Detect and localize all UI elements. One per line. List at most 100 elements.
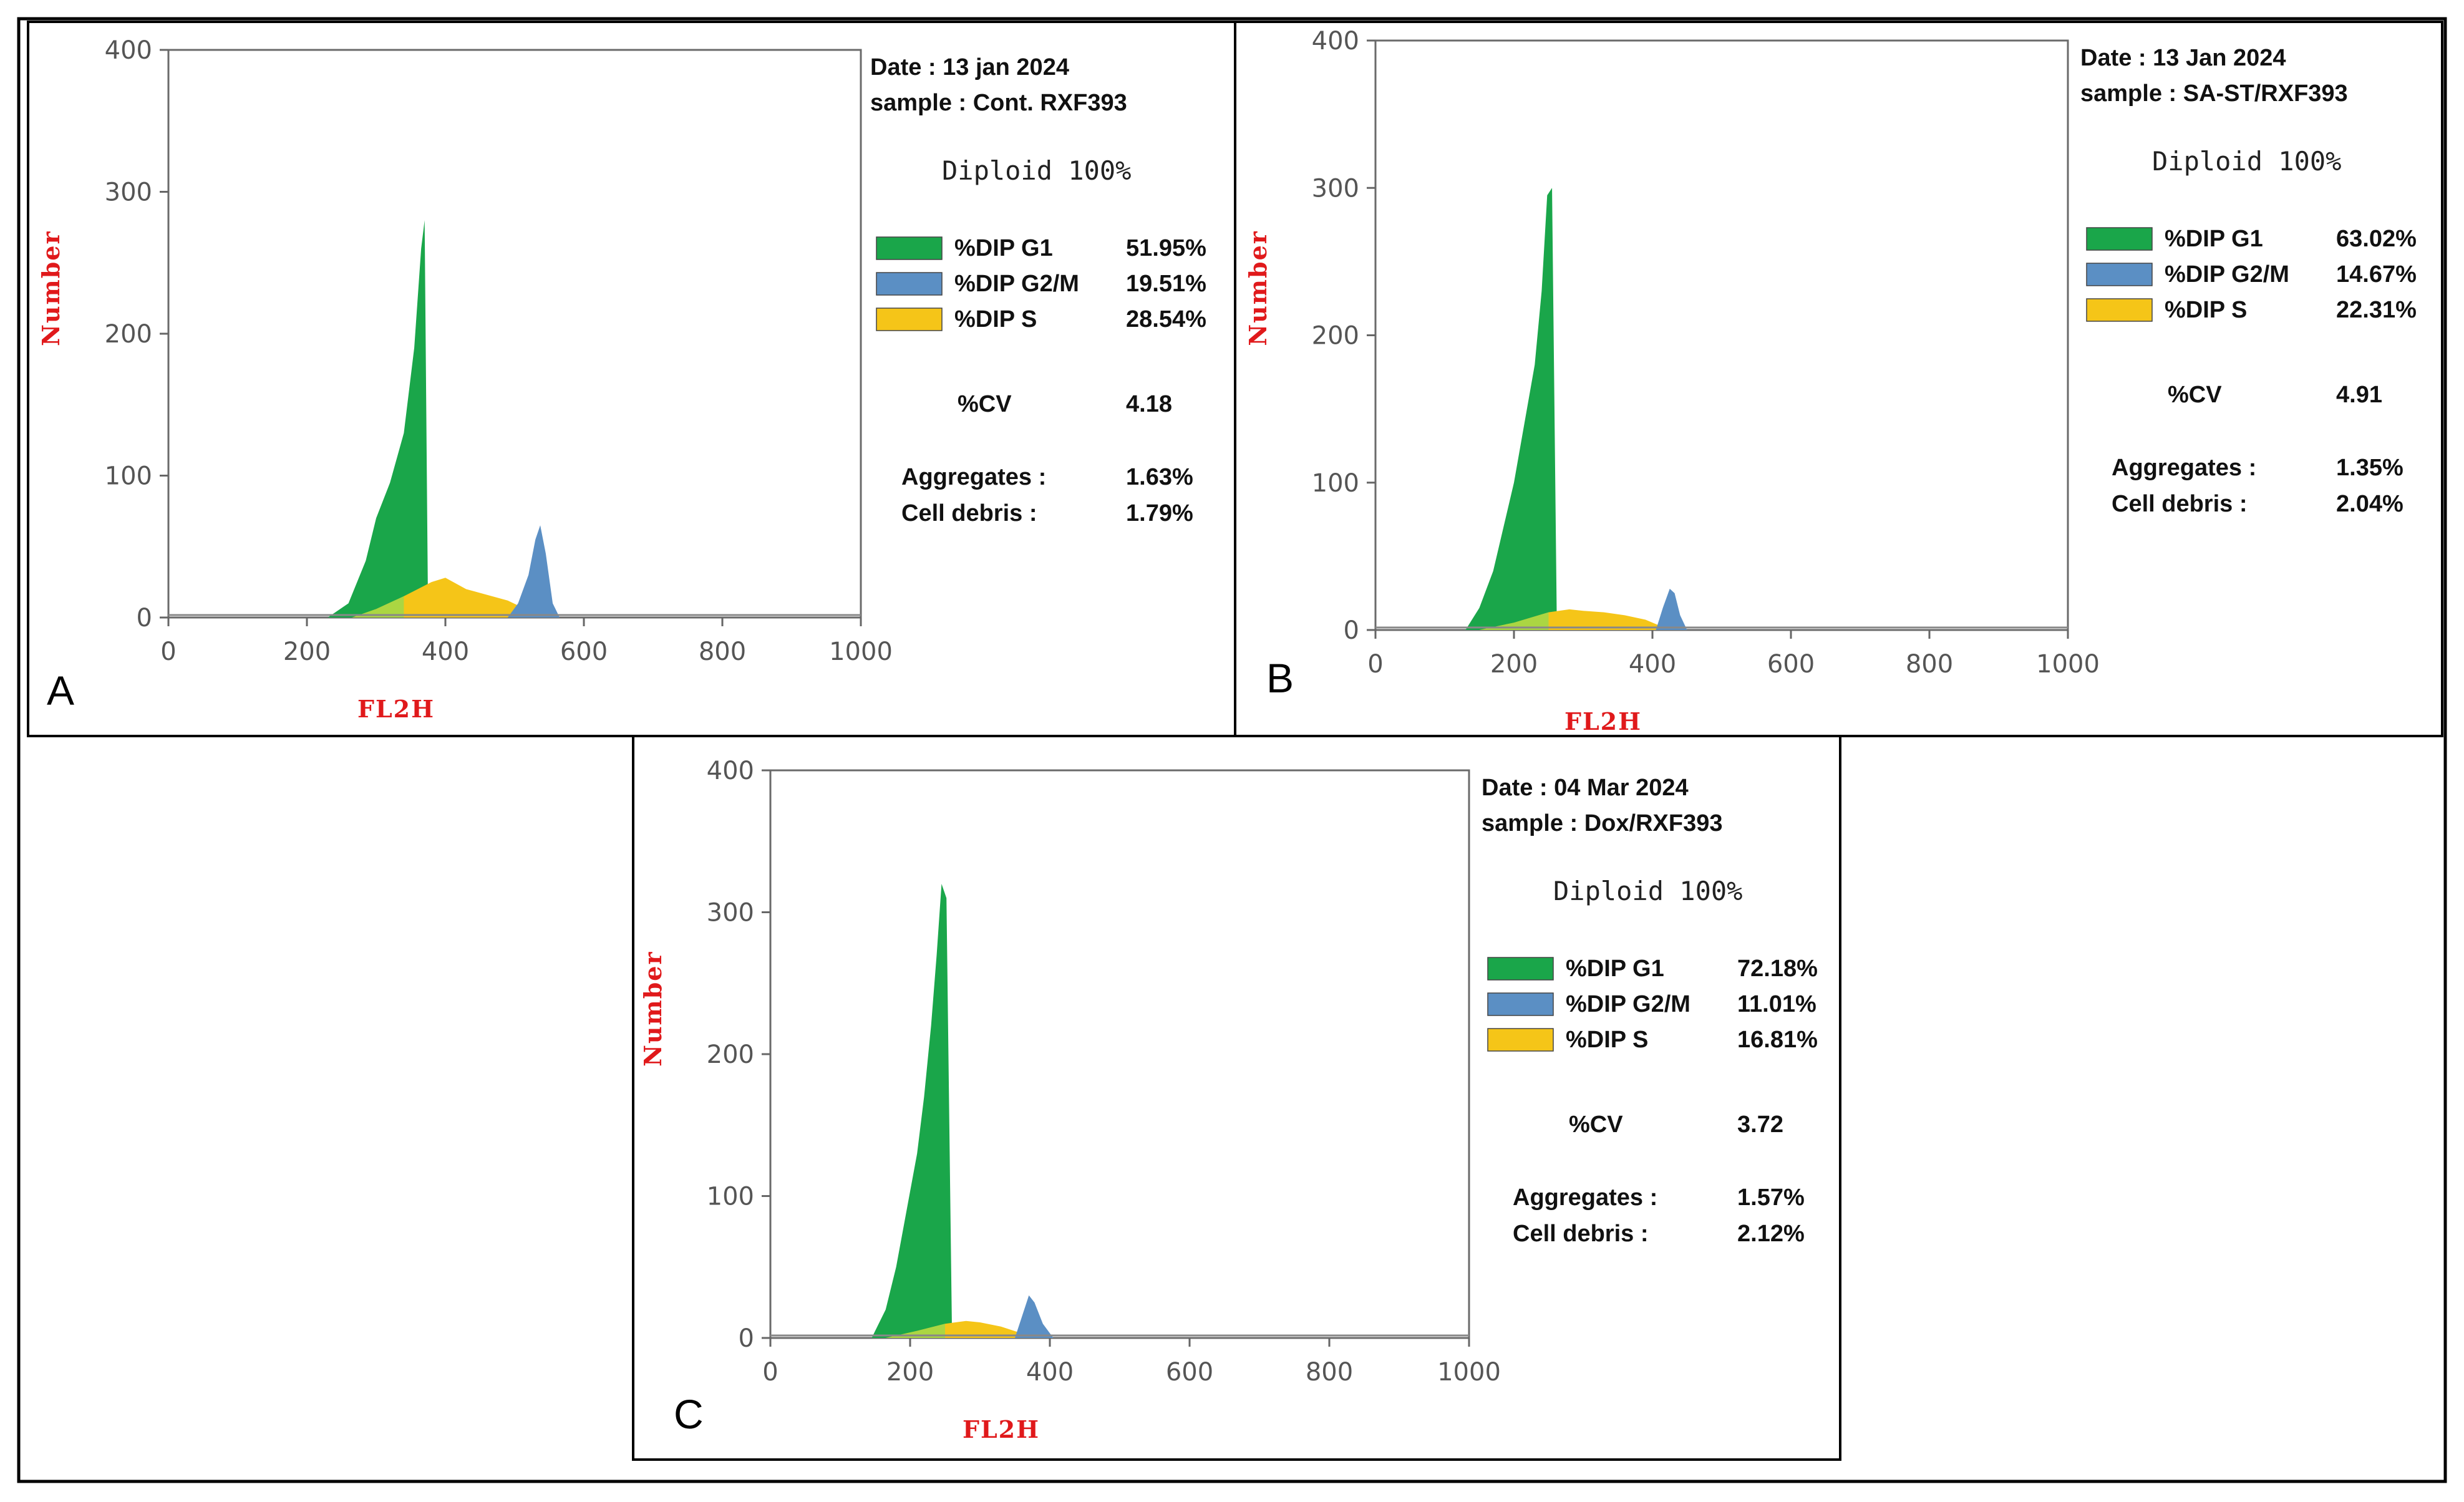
- panel-a-legend-value: 51.95%: [1126, 235, 1206, 261]
- panel-b-date: Date : 13 Jan 2024: [2080, 45, 2286, 71]
- panel-a-xtick-label: 200: [283, 637, 331, 666]
- panel-c-diploid: Diploid 100%: [1553, 876, 1742, 906]
- panel-b-g1-s-overlap: [1479, 612, 1549, 630]
- panel-b-ytick-label: 400: [1312, 27, 1359, 56]
- panel-a-legend-value: 28.54%: [1126, 306, 1206, 332]
- panel-a-ytick-label: 100: [105, 462, 152, 491]
- panel-b-g1-peak: [1465, 188, 1557, 630]
- panel-c-ytick-label: 300: [707, 899, 754, 928]
- panel-a-xtick-label: 800: [699, 637, 746, 666]
- panel-a-xtick-label: 600: [560, 637, 608, 666]
- panel-a-legend-label: %DIP S: [954, 306, 1037, 332]
- panel-c-xtick-label: 1000: [1437, 1358, 1501, 1387]
- panel-b-sample: sample : SA-ST/RXF393: [2080, 80, 2348, 107]
- panel-a-legend-value: 19.51%: [1126, 271, 1206, 297]
- panel-c-stat-label: Cell debris :: [1513, 1221, 1649, 1247]
- panel-a-legend-swatch: [876, 272, 943, 296]
- panel-a-y-axis-label: Number: [37, 231, 65, 346]
- panel-a-stat-value: 4.18: [1126, 391, 1172, 417]
- panel-c: 0 100 200 300 400 0 200 400 600 800 1000 FL2H Number…: [639, 757, 1818, 1443]
- panel-c-ytick-label: 200: [707, 1040, 754, 1069]
- panel-a-xtick-label: 1000: [829, 637, 893, 666]
- panel-b-ytick-label: 200: [1312, 322, 1359, 351]
- panel-b-y-axis-label: Number: [1244, 230, 1272, 346]
- panel-b-ytick-label: 100: [1312, 469, 1359, 498]
- panel-b-ytick-label: 0: [1344, 616, 1359, 645]
- panel-c-legend-label: %DIP G1: [1566, 956, 1664, 982]
- panel-b-stat-label: %CV: [2168, 382, 2222, 408]
- panel-a-xtick-label: 400: [422, 637, 469, 666]
- panel-c-legend-swatch: [1487, 1028, 1554, 1052]
- panel-c-stat-label: Aggregates :: [1513, 1185, 1657, 1211]
- panel-a-legend-swatch: [876, 236, 943, 260]
- panel-b-xtick-label: 0: [1367, 650, 1383, 679]
- panel-a-ytick-label: 300: [105, 178, 152, 207]
- panel-a-sample: sample : Cont. RXF393: [870, 90, 1127, 116]
- panel-a-diploid: Diploid 100%: [942, 155, 1131, 186]
- panel-b-legend-swatch: [2086, 227, 2153, 251]
- panel-b-legend-label: %DIP G2/M: [2165, 261, 2289, 288]
- panel-b-xtick-label: 200: [1490, 650, 1538, 679]
- panel-a-g2m-peak: [507, 525, 560, 618]
- panel-c-ytick-label: 0: [739, 1324, 754, 1353]
- panel-a-g1-s-overlap: [352, 596, 404, 618]
- panel-c-xtick-label: 200: [886, 1358, 934, 1387]
- panel-b-xtick-label: 800: [1906, 650, 1953, 679]
- panel-a-letter: A: [47, 667, 74, 714]
- panel-a-legend-label: %DIP G1: [954, 235, 1053, 261]
- panel-b-stat-value: 4.91: [2336, 382, 2382, 408]
- panel-c-xtick-label: 400: [1026, 1358, 1074, 1387]
- panel-b-legend-label: %DIP S: [2165, 297, 2247, 323]
- panel-b-ytick-label: 300: [1312, 174, 1359, 203]
- panel-a-plot-area: [167, 49, 862, 619]
- panel-b-xtick-label: 1000: [2036, 650, 2100, 679]
- panel-c-frame: [632, 735, 1841, 1461]
- panel-b-plot-area: [1374, 39, 2069, 631]
- panel-a-stat-value: 1.79%: [1126, 500, 1193, 526]
- panel-a-legend-swatch: [876, 308, 943, 331]
- panel-b-legend-label: %DIP G1: [2165, 226, 2263, 252]
- panel-a-stat-value: 1.63%: [1126, 464, 1193, 490]
- panel-c-legend-value: 11.01%: [1737, 991, 1816, 1017]
- panel-c-legend-swatch: [1487, 992, 1554, 1016]
- panel-b-diploid: Diploid 100%: [2152, 146, 2341, 177]
- panel-b-g2m-peak: [1656, 588, 1687, 630]
- panel-a-stat-label: Cell debris :: [901, 500, 1037, 526]
- panel-a-x-axis-label: FL2H: [357, 695, 435, 723]
- panel-a-ytick-label: 400: [105, 36, 152, 65]
- panel-b-legend-value: 63.02%: [2336, 226, 2417, 252]
- panel-c-xtick-label: 0: [762, 1358, 778, 1387]
- panel-b-letter: B: [1266, 655, 1294, 701]
- panel-a-xtick-label: 0: [160, 637, 176, 666]
- panel-b-x-axis-label: FL2H: [1564, 707, 1642, 735]
- panel-c-xtick-label: 600: [1166, 1358, 1213, 1387]
- panel-c-ytick-label: 100: [707, 1183, 754, 1211]
- panel-b-legend-value: 22.31%: [2336, 297, 2417, 323]
- panel-c-letter: C: [674, 1391, 704, 1437]
- panel-a-stat-label: Aggregates :: [901, 464, 1046, 490]
- panel-a-g1-peak: [327, 220, 429, 618]
- panel-b-stat-value: 1.35%: [2336, 455, 2403, 481]
- panel-c-legend-label: %DIP G2/M: [1566, 991, 1690, 1017]
- panel-c-g1-s-overlap: [885, 1324, 945, 1338]
- panel-c-xtick-label: 800: [1306, 1358, 1353, 1387]
- panel-b-legend-swatch: [2086, 263, 2153, 286]
- panel-c-legend-value: 72.18%: [1737, 956, 1818, 982]
- panel-b-stat-label: Aggregates :: [2112, 455, 2256, 481]
- panel-a-date: Date : 13 jan 2024: [870, 54, 1069, 80]
- panel-b-stat-label: Cell debris :: [2112, 491, 2248, 517]
- panel-c-legend-value: 16.81%: [1737, 1027, 1818, 1053]
- panel-c-x-axis-label: FL2H: [963, 1415, 1040, 1443]
- panel-b-legend-value: 14.67%: [2336, 261, 2417, 288]
- panel-b-stat-value: 2.04%: [2336, 491, 2403, 517]
- panel-a-stat-label: %CV: [958, 391, 1012, 417]
- panel-c-stat-label: %CV: [1569, 1112, 1623, 1138]
- panel-c-g1-peak: [871, 884, 953, 1338]
- panel-c-date: Date : 04 Mar 2024: [1482, 775, 1689, 801]
- panel-c-y-axis-label: Number: [639, 951, 667, 1067]
- panel-c-ytick-label: 400: [707, 757, 754, 785]
- panel-b-xtick-label: 400: [1629, 650, 1676, 679]
- panel-c-stat-value: 1.57%: [1737, 1185, 1805, 1211]
